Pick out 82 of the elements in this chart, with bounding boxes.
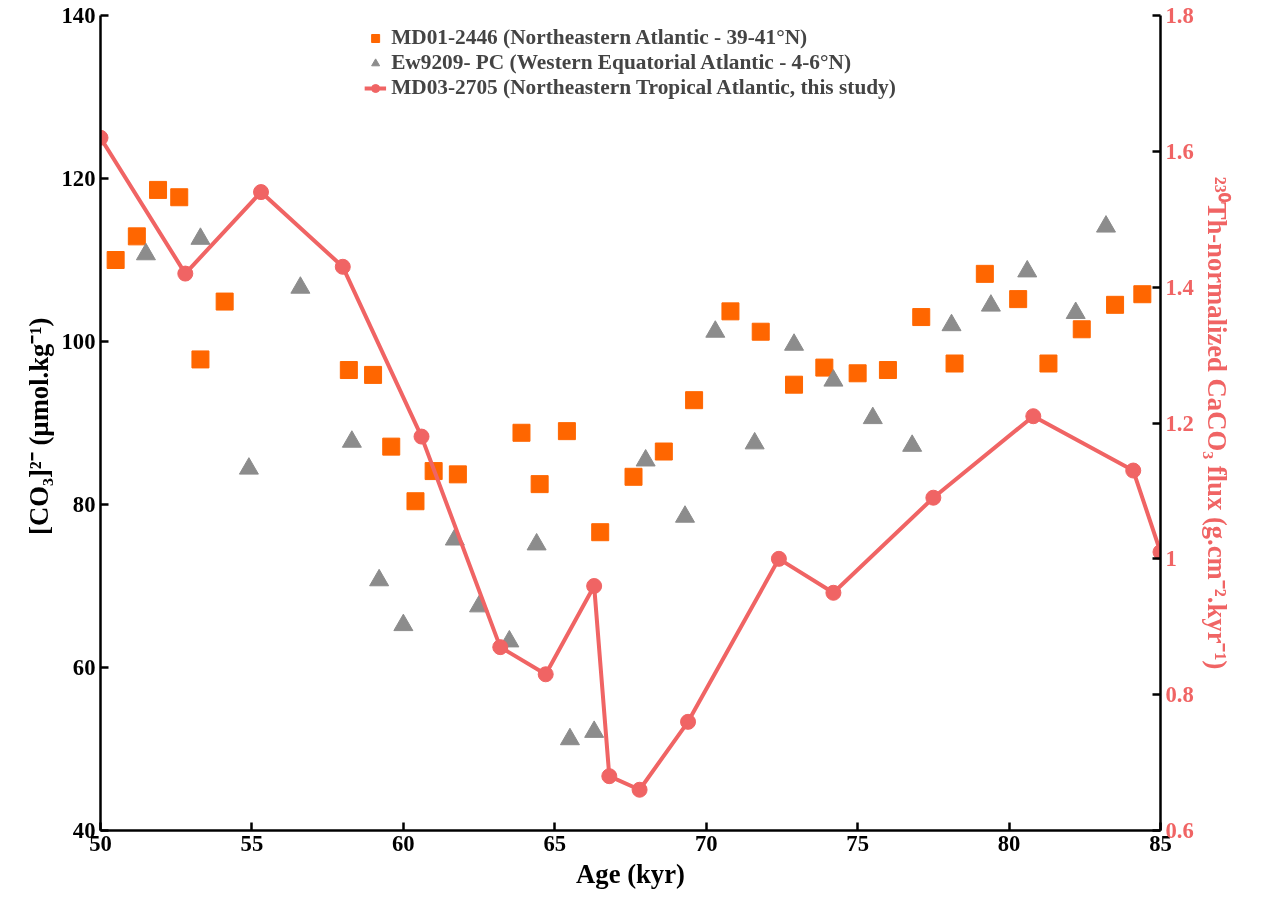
point — [1039, 354, 1058, 373]
point — [785, 375, 804, 394]
point — [177, 265, 194, 282]
legend-label: MD03-2705 (Northeastern Tropical Atlantic, this study) — [391, 75, 896, 100]
point — [1125, 462, 1142, 479]
point — [1106, 295, 1125, 314]
point — [170, 188, 189, 207]
point — [878, 361, 897, 380]
point — [675, 505, 696, 523]
x-tick-label: 75 — [846, 830, 869, 856]
y2-tick-label: 1.2 — [1165, 410, 1194, 436]
y-tick-label: 120 — [61, 166, 96, 191]
point — [721, 302, 740, 321]
point — [744, 431, 765, 450]
point — [862, 406, 883, 425]
point — [393, 613, 414, 632]
point — [512, 423, 531, 442]
x-axis-title: Age (kyr) — [576, 858, 685, 889]
x-tick-label: 65 — [543, 830, 567, 856]
point — [448, 465, 467, 484]
point — [149, 180, 168, 199]
point — [382, 437, 401, 456]
point — [631, 781, 648, 798]
point — [559, 727, 580, 746]
point — [586, 578, 603, 594]
point — [848, 364, 867, 383]
point — [584, 720, 605, 738]
y-tick-label: 140 — [61, 3, 96, 28]
point — [364, 365, 383, 384]
point — [591, 523, 610, 542]
point — [492, 639, 509, 656]
point — [601, 768, 618, 785]
x-tick-label: 70 — [694, 830, 718, 856]
x-tick-label: 55 — [240, 830, 264, 856]
point — [751, 322, 770, 341]
point — [537, 666, 554, 683]
point — [530, 475, 549, 494]
legend-label: MD01-2446 (Northeastern Atlantic - 39-41°N) — [391, 25, 808, 50]
point — [1009, 290, 1028, 309]
y2-tick-label: 0.8 — [1165, 682, 1194, 708]
point — [654, 442, 673, 461]
point — [557, 422, 576, 441]
point — [339, 361, 358, 380]
y2-tick-label: 1.4 — [1165, 274, 1194, 300]
point — [253, 184, 270, 201]
point — [406, 492, 425, 511]
y-tick-label: 60 — [72, 655, 96, 680]
y2-tick-label: 1 — [1165, 546, 1177, 572]
y-tick-label: 80 — [72, 492, 96, 517]
point — [815, 358, 834, 377]
y2-axis-title: ²³⁰Th-normalized CaCO₃ flux (g.cm⁻².kyr⁻¹) — [1201, 176, 1232, 670]
y2-tick-label: 1.6 — [1165, 138, 1194, 164]
point — [635, 449, 656, 467]
point — [1133, 285, 1152, 304]
point — [825, 584, 842, 601]
point — [1025, 408, 1042, 425]
point — [334, 258, 351, 275]
x-tick-label: 80 — [997, 830, 1021, 856]
point — [238, 457, 259, 475]
point — [680, 713, 697, 730]
point — [413, 428, 430, 445]
point — [912, 308, 931, 327]
point — [945, 354, 964, 373]
legend-label: Ew9209- PC (Western Equatorial Atlantic - 4-6°N) — [391, 50, 852, 75]
point — [526, 532, 547, 551]
point — [1072, 320, 1091, 339]
point — [191, 350, 210, 369]
point — [127, 227, 146, 246]
point — [369, 568, 390, 587]
point — [975, 264, 994, 283]
point — [685, 391, 704, 410]
point — [770, 550, 787, 567]
point — [106, 251, 125, 269]
y2-tick-label: 1.8 — [1165, 3, 1194, 28]
y-tick-label: 100 — [61, 329, 96, 354]
point — [902, 434, 923, 452]
x-tick-label: 60 — [392, 830, 415, 856]
point — [925, 489, 942, 506]
y-axis-title: [CO₃]²⁻ (µmol.kg⁻¹) — [23, 317, 54, 535]
point — [624, 467, 643, 486]
point — [215, 292, 234, 311]
point — [341, 430, 362, 448]
